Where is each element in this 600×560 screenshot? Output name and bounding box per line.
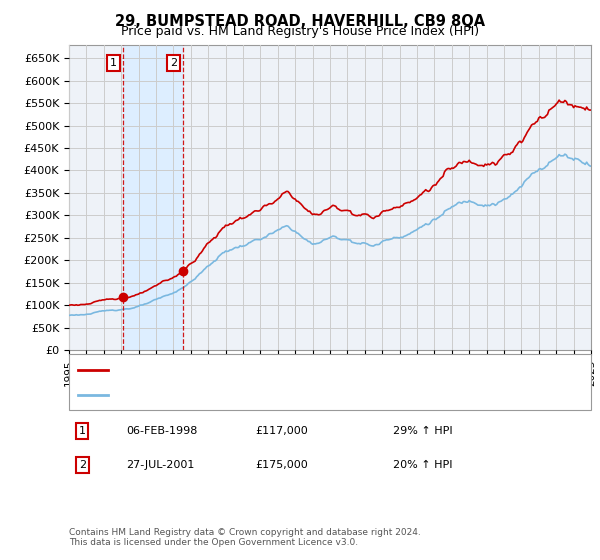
Text: 1: 1 — [110, 58, 117, 68]
Text: HPI: Average price, detached house, West Suffolk: HPI: Average price, detached house, West… — [114, 390, 390, 400]
Text: 27-JUL-2001: 27-JUL-2001 — [126, 460, 194, 470]
Bar — [123, 45, 183, 350]
Text: 06-FEB-1998: 06-FEB-1998 — [126, 426, 197, 436]
Text: £117,000: £117,000 — [255, 426, 308, 436]
Text: 29, BUMPSTEAD ROAD, HAVERHILL, CB9 8QA (detached house): 29, BUMPSTEAD ROAD, HAVERHILL, CB9 8QA (… — [114, 365, 467, 375]
Text: Price paid vs. HM Land Registry's House Price Index (HPI): Price paid vs. HM Land Registry's House … — [121, 25, 479, 38]
Text: 29, BUMPSTEAD ROAD, HAVERHILL, CB9 8QA: 29, BUMPSTEAD ROAD, HAVERHILL, CB9 8QA — [115, 14, 485, 29]
Text: 20% ↑ HPI: 20% ↑ HPI — [393, 460, 452, 470]
Text: 29% ↑ HPI: 29% ↑ HPI — [393, 426, 452, 436]
Text: 2: 2 — [170, 58, 177, 68]
Text: Contains HM Land Registry data © Crown copyright and database right 2024.
This d: Contains HM Land Registry data © Crown c… — [69, 528, 421, 547]
Text: 2: 2 — [79, 460, 86, 470]
Text: £175,000: £175,000 — [255, 460, 308, 470]
Text: 1: 1 — [79, 426, 86, 436]
